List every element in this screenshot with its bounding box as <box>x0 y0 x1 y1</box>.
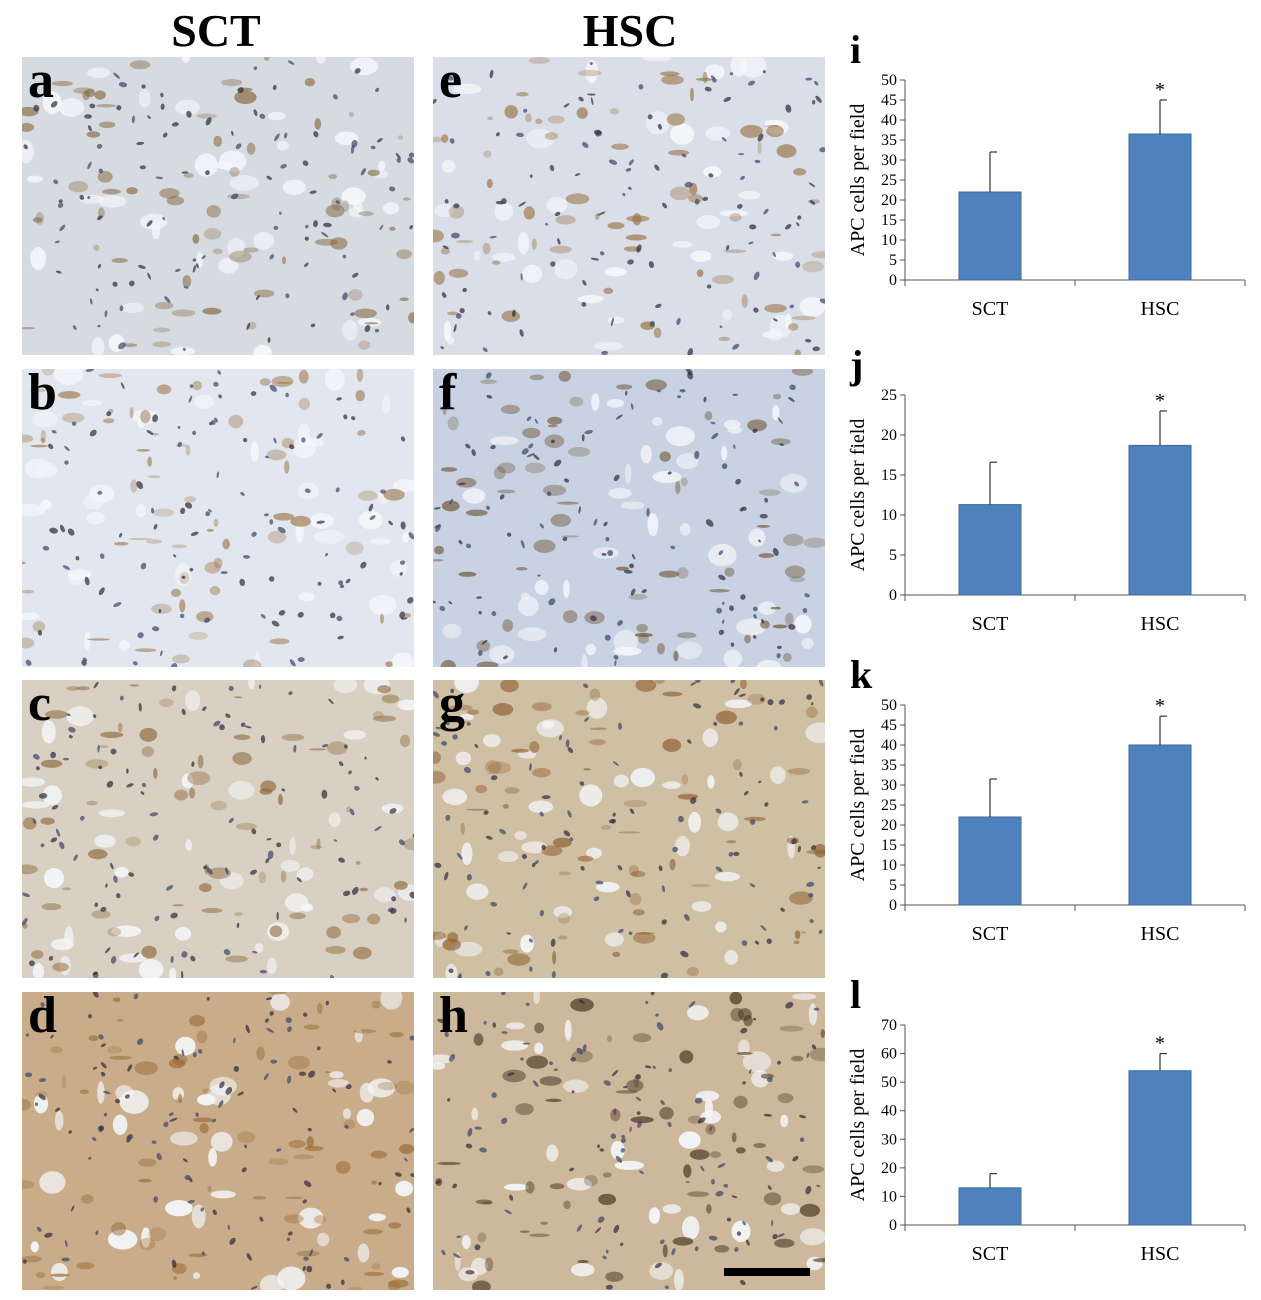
y-tick-label: 15 <box>881 467 897 484</box>
y-tick-label: 30 <box>881 1131 897 1148</box>
tissue-texture <box>22 992 414 1290</box>
y-tick-label: 20 <box>881 427 897 444</box>
chart-panel-letter: l <box>850 972 862 1017</box>
y-tick-label: 15 <box>881 212 897 229</box>
significance-marker: * <box>1155 390 1165 412</box>
bar-sct <box>958 1187 1022 1226</box>
x-category-label: SCT <box>972 613 1009 635</box>
x-category-label: HSC <box>1141 613 1180 635</box>
chart-svg: 0 5 10 15 20 25 SCT * HSC APC cells per field <box>847 387 1246 635</box>
x-category-label: SCT <box>972 298 1009 320</box>
micrograph-panel-f: f <box>433 369 825 667</box>
panel-letter: g <box>439 680 465 732</box>
bar-chart-l: 0 10 20 30 40 50 60 70 SCT * HSC APC cells per fiel… <box>840 975 1260 1275</box>
chart-svg: 0 10 20 30 40 50 60 70 SCT * HSC APC cells per fiel… <box>847 1017 1246 1265</box>
tissue-texture <box>433 992 825 1290</box>
y-tick-label: 40 <box>881 737 897 754</box>
y-tick-label: 10 <box>881 1188 897 1205</box>
panel-letter: h <box>439 992 468 1044</box>
significance-marker: * <box>1155 1033 1165 1055</box>
y-tick-label: 45 <box>881 717 897 734</box>
column-header-sct: SCT <box>171 5 261 56</box>
y-tick-label: 0 <box>889 272 897 289</box>
y-axis-label: APC cells per field <box>847 1049 869 1202</box>
bar-sct <box>958 191 1022 281</box>
bar-hsc <box>1128 744 1192 906</box>
y-tick-label: 35 <box>881 132 897 149</box>
y-tick-label: 0 <box>889 897 897 914</box>
panel-letter: e <box>439 57 463 109</box>
bar-chart-k: 0 5 10 15 20 25 30 35 40 45 50 SCT * HSC APC cells per… <box>840 655 1260 955</box>
significance-marker: * <box>1155 79 1165 101</box>
y-tick-label: 25 <box>881 387 897 404</box>
x-category-label: SCT <box>972 1243 1009 1265</box>
micrograph-panel-a: a <box>22 57 414 355</box>
y-tick-label: 40 <box>881 112 897 129</box>
y-tick-label: 10 <box>881 507 897 524</box>
panel-letter: b <box>28 369 57 421</box>
panel-letter: c <box>28 680 52 732</box>
y-tick-label: 10 <box>881 857 897 874</box>
micrograph-panel-g: g <box>433 680 825 978</box>
y-tick-label: 20 <box>881 192 897 209</box>
bar-chart-j: 0 5 10 15 20 25 SCT * HSC APC cells per field j <box>840 345 1260 645</box>
y-tick-label: 25 <box>881 797 897 814</box>
y-tick-label: 50 <box>881 1074 897 1091</box>
x-category-label: HSC <box>1141 923 1180 945</box>
micrograph-panel-c: c <box>22 680 414 978</box>
tissue-texture <box>433 369 825 667</box>
y-tick-label: 15 <box>881 837 897 854</box>
y-tick-label: 40 <box>881 1103 897 1120</box>
panel-letter: d <box>28 992 57 1044</box>
micrograph-panel-b: b <box>22 369 414 667</box>
bar-hsc <box>1128 1070 1192 1226</box>
panel-letter: a <box>28 57 54 109</box>
scale-bar <box>724 1268 810 1276</box>
bar-hsc <box>1128 133 1192 281</box>
y-tick-label: 50 <box>881 697 897 714</box>
bar-sct <box>958 504 1022 596</box>
y-tick-label: 50 <box>881 72 897 89</box>
y-tick-label: 5 <box>889 252 897 269</box>
chart-panel-letter: k <box>850 652 873 697</box>
y-axis-label: APC cells per field <box>847 729 869 882</box>
y-tick-label: 70 <box>881 1017 897 1034</box>
y-tick-label: 20 <box>881 817 897 834</box>
chart-svg: 0 5 10 15 20 25 30 35 40 45 50 SCT * HSC APC cells per… <box>847 695 1246 945</box>
y-axis-label: APC cells per field <box>847 419 869 572</box>
tissue-texture <box>22 57 414 355</box>
x-category-label: HSC <box>1141 298 1180 320</box>
significance-marker: * <box>1155 695 1165 717</box>
chart-svg: 0 5 10 15 20 25 30 35 40 45 50 SCT * HSC APC cells per… <box>847 72 1246 320</box>
panel-letter: f <box>439 369 457 421</box>
y-tick-label: 5 <box>889 547 897 564</box>
y-axis-label: APC cells per field <box>847 104 869 257</box>
y-tick-label: 5 <box>889 877 897 894</box>
tissue-texture <box>433 680 825 978</box>
chart-panel-letter: i <box>850 27 862 72</box>
tissue-texture <box>22 680 414 978</box>
y-tick-label: 30 <box>881 777 897 794</box>
y-tick-label: 0 <box>889 587 897 604</box>
micrograph-panel-d: d <box>22 992 414 1290</box>
bar-hsc <box>1128 444 1192 596</box>
tissue-texture <box>433 57 825 355</box>
y-tick-label: 25 <box>881 172 897 189</box>
y-tick-label: 30 <box>881 152 897 169</box>
micrograph-panel-h: h <box>433 992 825 1290</box>
y-tick-label: 0 <box>889 1217 897 1234</box>
column-header-hsc: HSC <box>582 5 678 56</box>
x-category-label: SCT <box>972 923 1009 945</box>
y-tick-label: 35 <box>881 757 897 774</box>
micrograph-panel-e: e <box>433 57 825 355</box>
tissue-texture <box>22 369 414 667</box>
y-tick-label: 60 <box>881 1046 897 1063</box>
y-tick-label: 45 <box>881 92 897 109</box>
y-tick-label: 20 <box>881 1160 897 1177</box>
bar-sct <box>958 816 1022 906</box>
x-category-label: HSC <box>1141 1243 1180 1265</box>
bar-chart-i: 0 5 10 15 20 25 30 35 40 45 50 SCT * HSC APC cells per… <box>840 30 1260 330</box>
y-tick-label: 10 <box>881 232 897 249</box>
chart-panel-letter: j <box>850 342 864 387</box>
